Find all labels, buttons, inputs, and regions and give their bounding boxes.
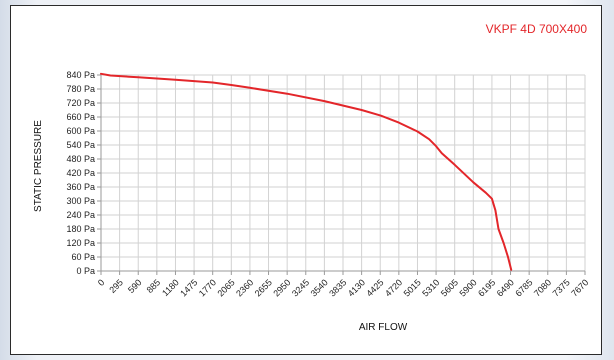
- y-tick-label: 840 Pa: [66, 70, 95, 80]
- y-tick-label: 480 Pa: [66, 154, 95, 164]
- x-tick-label: 590: [126, 277, 144, 295]
- x-tick-label: 7670: [569, 277, 590, 298]
- chart-panel: VKPF 4D 700X400 STATIC PRESSURE AIR FLOW…: [10, 5, 602, 355]
- x-tick-label: 885: [145, 277, 163, 295]
- x-tick-label: 2065: [215, 277, 236, 298]
- y-tick-label: 300 Pa: [66, 196, 95, 206]
- x-tick-label: 6195: [476, 277, 497, 298]
- x-tick-label: 1180: [160, 277, 181, 298]
- x-tick-label: 3245: [290, 277, 311, 298]
- x-tick-label: 1770: [197, 277, 218, 298]
- fan-curve-chart: VKPF 4D 700X400 STATIC PRESSURE AIR FLOW…: [33, 22, 590, 333]
- y-tick-label: 240 Pa: [66, 210, 95, 220]
- x-tick-label: 5900: [457, 277, 478, 298]
- x-tick-label: 2950: [271, 277, 292, 298]
- series-line: [100, 72, 513, 271]
- y-tick-label: 360 Pa: [66, 182, 95, 192]
- y-tick-label: 780 Pa: [66, 84, 95, 94]
- x-tick-label: 0: [96, 277, 107, 288]
- x-tick-label: 6490: [495, 277, 516, 298]
- x-tick-label: 4425: [364, 277, 385, 298]
- y-tick-label: 540 Pa: [66, 140, 95, 150]
- y-tick-label: 120 Pa: [66, 238, 95, 248]
- x-tick-label: 7080: [532, 277, 553, 298]
- y-tick-label: 660 Pa: [66, 112, 95, 122]
- y-axis-title: STATIC PRESSURE: [33, 120, 44, 212]
- y-tick-label: 0 Pa: [76, 266, 95, 276]
- chart-title: VKPF 4D 700X400: [486, 22, 588, 36]
- x-tick-label: 4130: [346, 277, 367, 298]
- x-tick-label: 3540: [309, 277, 330, 298]
- y-tick-label: 60 Pa: [71, 252, 95, 262]
- x-tick-label: 1475: [178, 277, 199, 298]
- x-tick-label: 295: [107, 277, 125, 295]
- x-tick-label: 6785: [513, 277, 534, 298]
- x-tick-label: 4720: [383, 277, 404, 298]
- x-tick-label: 5605: [439, 277, 460, 298]
- y-tick-label: 720 Pa: [66, 98, 95, 108]
- y-tick-label: 600 Pa: [66, 126, 95, 136]
- x-tick-label: 5310: [420, 277, 441, 298]
- y-tick-label: 420 Pa: [66, 168, 95, 178]
- x-tick-label: 2360: [234, 277, 255, 298]
- y-tick-label: 180 Pa: [66, 224, 95, 234]
- x-tick-label: 3835: [327, 277, 348, 298]
- x-axis-title: AIR FLOW: [359, 322, 408, 333]
- x-tick-label: 7375: [551, 277, 572, 298]
- x-tick-label: 5015: [402, 277, 423, 298]
- x-tick-label: 2655: [253, 277, 274, 298]
